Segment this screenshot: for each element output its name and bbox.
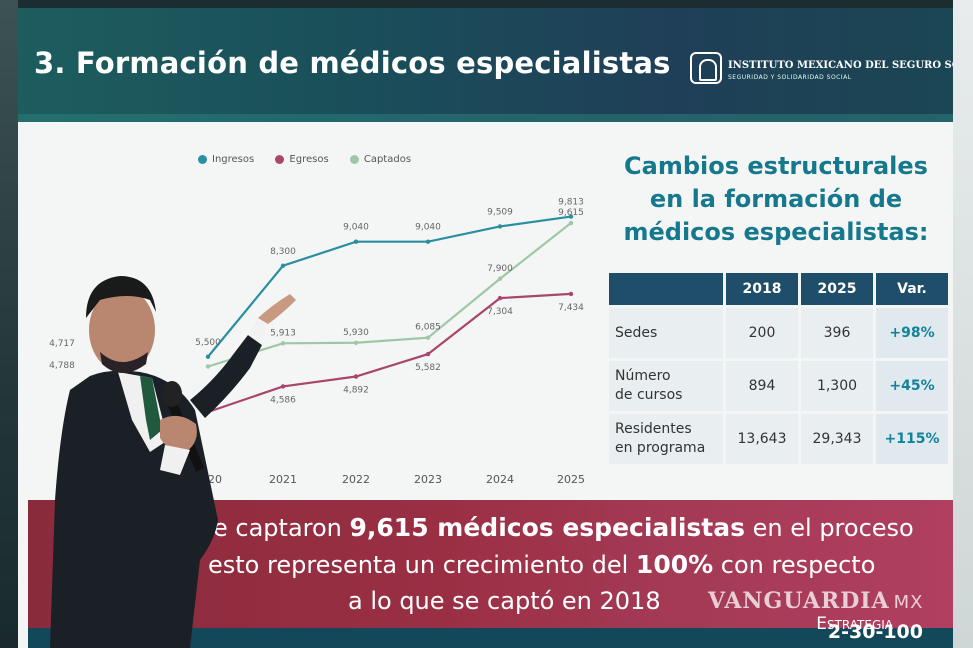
cell-2025: 29,343 [801, 414, 873, 464]
x-tick-label: 2022 [342, 473, 370, 486]
data-point [425, 239, 431, 244]
data-point [497, 295, 503, 301]
structural-changes-title: Cambios estructurales en la formación de… [616, 150, 936, 249]
data-point [205, 364, 211, 369]
data-label: 9,615 [558, 208, 584, 218]
data-point [353, 374, 359, 379]
data-point [568, 220, 574, 226]
data-label: 5,500 [195, 338, 221, 348]
data-point [280, 263, 286, 268]
summary-line-3: a lo que se captó en 2018 [348, 587, 661, 615]
row-label: Número de cursos [609, 361, 723, 411]
screen-right-edge [953, 0, 973, 648]
data-point [280, 341, 286, 346]
cell-2018: 13,643 [726, 414, 798, 464]
data-label: 5,582 [415, 363, 441, 373]
data-point [280, 384, 286, 389]
header-strip [18, 114, 953, 122]
series-line-captados [207, 222, 572, 368]
data-label: 9,509 [487, 207, 513, 217]
imss-logo-icon [690, 52, 722, 84]
data-label: 9,040 [343, 223, 369, 233]
data-point [497, 276, 503, 281]
slide-title: 3. Formación de médicos especialistas [34, 46, 671, 80]
data-point [425, 335, 431, 340]
cell-2025: 1,300 [801, 361, 873, 411]
legend-dot [275, 154, 285, 164]
institution-sub: SEGURIDAD Y SOLIDARIDAD SOCIAL [728, 74, 852, 81]
data-label: 7,900 [487, 264, 513, 274]
data-point [568, 291, 574, 297]
data-label: 9,040 [415, 223, 441, 233]
cell-var: +115% [876, 414, 948, 464]
series-line-egresos [207, 292, 572, 414]
screen-left-edge [0, 0, 18, 648]
chart-legend: Ingresos Egresos Captados [198, 154, 429, 165]
table-header-var: Var. [876, 273, 948, 305]
legend-item-ingresos: Ingresos [198, 154, 254, 165]
cell-2018: 200 [726, 308, 798, 358]
legend-item-captados: Captados [349, 154, 411, 165]
strategy-text: Estrategia 2-30-100 [816, 614, 923, 643]
line-chart: 2020 2021 2022 2023 2024 2025 5,500 8,300 9,040 9… [49, 198, 585, 486]
data-point [205, 354, 211, 359]
summary-line-1: e captaron 9,615 médicos especialistas e… [213, 513, 914, 542]
cell-var: +45% [876, 361, 948, 411]
right-title-line: en la formación de [649, 185, 903, 213]
data-label: 4,586 [270, 395, 296, 405]
data-point [497, 224, 503, 229]
data-label: 4,717 [49, 339, 75, 349]
table-row: Residentes en programa 13,643 29,343 +115… [609, 414, 948, 464]
data-label: 9,813 [558, 198, 584, 208]
x-tick-label: 2023 [414, 473, 442, 486]
x-tick-label: 2021 [269, 473, 297, 486]
data-point [353, 340, 359, 345]
x-tick-label: 2020 [194, 473, 222, 486]
x-tick-label: 2024 [486, 473, 514, 486]
data-point [205, 409, 211, 415]
data-point [425, 351, 431, 357]
summary-line-2: esto representa un crecimiento del 100% … [208, 550, 876, 579]
data-label: 6,085 [415, 323, 441, 333]
presentation-screen: 3. Formación de médicos especialistas IN… [18, 8, 953, 648]
cell-2025: 396 [801, 308, 873, 358]
table-row: Número de cursos 894 1,300 +45% [609, 361, 948, 411]
table-header-2025: 2025 [801, 273, 873, 305]
table-header-2018: 2018 [726, 273, 798, 305]
strategy-bar: Estrategia 2-30-100 [28, 614, 953, 648]
data-label: 4,892 [343, 386, 369, 396]
x-tick-label: 2025 [557, 473, 585, 486]
legend-dot [349, 154, 359, 164]
data-label: 4,788 [49, 361, 75, 371]
data-label: 7,304 [487, 307, 513, 317]
cell-var: +98% [876, 308, 948, 358]
slide-header: 3. Formación de médicos especialistas IN… [18, 8, 953, 122]
row-label: Sedes [609, 308, 723, 358]
data-point [353, 239, 359, 244]
institution-name: INSTITUTO MEXICANO DEL SEGURO SOCIAL [728, 60, 953, 71]
right-title-line: médicos especialistas: [623, 218, 929, 246]
data-label: 7,434 [558, 303, 584, 313]
table-header-blank [609, 273, 723, 305]
data-label: 5,913 [270, 328, 296, 338]
row-label: Residentes en programa [609, 414, 723, 464]
data-label: 5,930 [343, 328, 369, 338]
table-row: Sedes 200 396 +98% [609, 308, 948, 358]
data-label: 8,300 [270, 247, 296, 257]
vanguardia-watermark: VANGUARDIA MX [708, 588, 924, 614]
legend-item-egresos: Egresos [275, 154, 329, 165]
right-title-line: Cambios estructurales [624, 152, 928, 180]
legend-dot [198, 154, 207, 164]
data-point [568, 214, 574, 219]
series-line-ingresos [207, 215, 572, 358]
cell-2018: 894 [726, 361, 798, 411]
table-header-row: 2018 2025 Var. [609, 273, 948, 305]
comparison-table: 2018 2025 Var. Sedes 200 396 +98% Número… [606, 270, 951, 467]
